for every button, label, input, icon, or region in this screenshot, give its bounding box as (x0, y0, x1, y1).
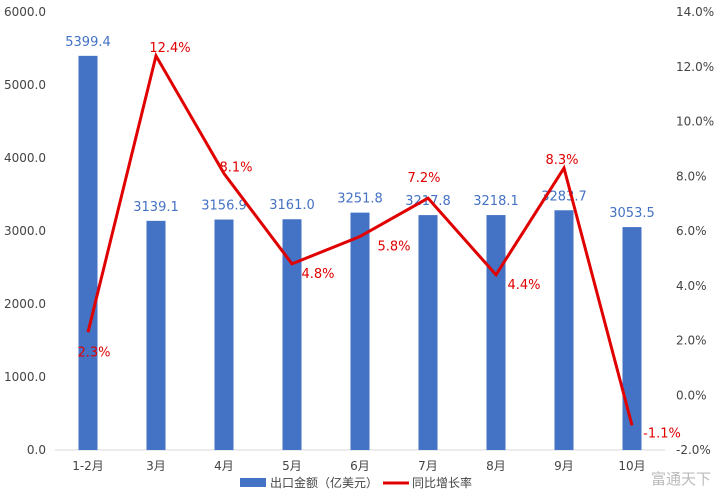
line-label: 5.8% (377, 239, 410, 254)
bar-label: 3218.1 (473, 194, 519, 209)
x-tick: 4月 (214, 459, 234, 473)
x-tick: 6月 (350, 459, 370, 473)
y-right-tick: 10.0% (676, 115, 714, 129)
bar (350, 212, 370, 450)
line-label: 7.2% (407, 171, 440, 186)
bar-label: 3156.9 (201, 199, 247, 214)
bar-label: 3139.1 (133, 200, 179, 215)
y-left-tick: 0.0 (27, 443, 46, 457)
y-right-tick: 2.0% (676, 334, 707, 348)
line-label: 8.3% (545, 153, 578, 168)
y-left-tick: 5000.0 (4, 78, 46, 92)
growth-line (86, 51, 634, 426)
y-right-tick: 6.0% (676, 224, 707, 238)
y-right-tick: 14.0% (676, 5, 714, 19)
line-label: 4.4% (507, 278, 540, 293)
y-left-tick: 6000.0 (4, 5, 46, 19)
line-label: -1.1% (643, 426, 681, 441)
x-tick: 9月 (554, 459, 574, 473)
y-right-tick: 8.0% (676, 169, 707, 183)
y-right-tick: 0.0% (676, 388, 707, 402)
x-tick: 8月 (486, 459, 506, 473)
bar (78, 55, 98, 450)
watermark: 富通天下 (650, 470, 711, 488)
y-left-tick: 2000.0 (4, 297, 46, 311)
line-label: 8.1% (219, 161, 252, 176)
legend-bar-swatch (240, 478, 266, 487)
bar-label: 3161.0 (269, 198, 315, 213)
bar (554, 210, 574, 450)
legend-bar-label: 出口金额（亿美元） (270, 475, 378, 490)
bar-label: 5399.4 (65, 35, 111, 50)
bar-label: 3053.5 (609, 206, 655, 221)
line-label: 4.8% (301, 267, 334, 282)
y-left-tick: 1000.0 (4, 370, 46, 384)
bar-label: 3251.8 (337, 192, 383, 207)
y-left-tick: 3000.0 (4, 224, 46, 238)
bar (282, 219, 302, 450)
y-left-tick: 4000.0 (4, 151, 46, 165)
bar (622, 227, 642, 450)
y-right-tick: 4.0% (676, 279, 707, 293)
bar-label: 3283.7 (541, 189, 587, 204)
x-tick: 7月 (418, 459, 438, 473)
bar (146, 220, 166, 450)
legend-line-label: 同比增长率 (412, 475, 472, 490)
line-label: 2.3% (77, 345, 110, 360)
x-tick: 1-2月 (72, 459, 104, 473)
line-label: 12.4% (149, 41, 190, 56)
bar (418, 215, 438, 450)
y-right-tick: -2.0% (676, 443, 711, 457)
y-right-tick: 12.0% (676, 60, 714, 74)
x-tick: 10月 (618, 459, 645, 473)
x-tick: 5月 (282, 459, 302, 473)
bar (486, 215, 506, 450)
bar (214, 219, 234, 450)
x-tick: 3月 (146, 459, 166, 473)
